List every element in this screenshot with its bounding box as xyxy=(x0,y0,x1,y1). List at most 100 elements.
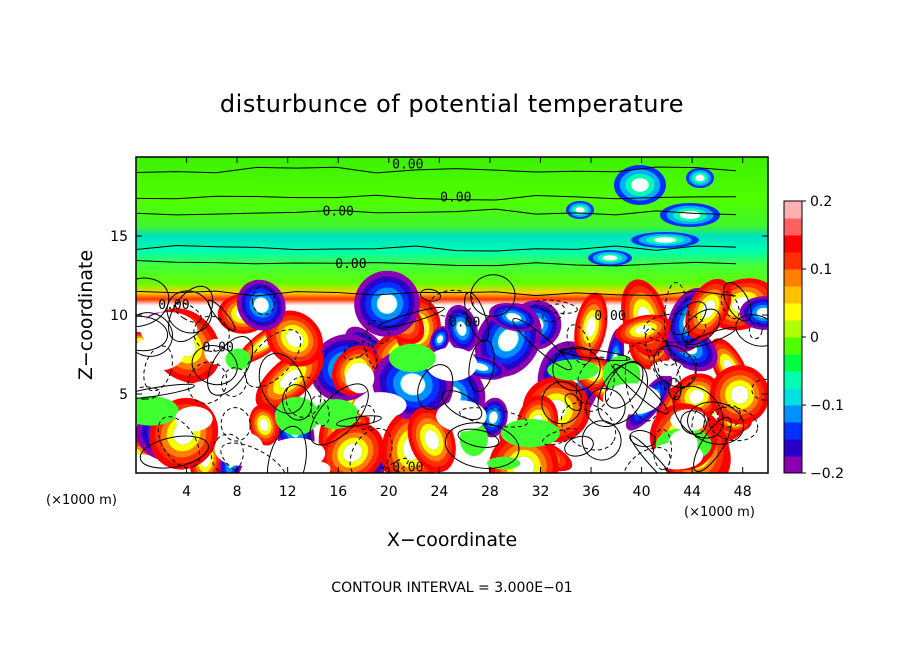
contour-loop xyxy=(285,376,322,418)
upper-plume xyxy=(588,250,632,266)
field-blob xyxy=(321,422,385,473)
contour-loop xyxy=(136,277,170,327)
colorbar-segment xyxy=(784,422,802,440)
contour-loop xyxy=(667,377,682,401)
contour-loop xyxy=(685,327,736,349)
contour-loop xyxy=(652,428,673,471)
colorbar xyxy=(783,200,803,474)
field-blob xyxy=(249,404,280,446)
x-tick-label: 28 xyxy=(481,484,499,500)
upper-plume xyxy=(614,165,666,205)
contour-loop xyxy=(585,387,626,428)
contour-loop xyxy=(157,416,201,469)
contour-loop xyxy=(381,457,409,473)
disturbance-field xyxy=(136,165,768,473)
contour-loop xyxy=(143,345,173,392)
contour-loop xyxy=(653,345,697,388)
x-tick-label: 24 xyxy=(430,484,448,500)
contour-line xyxy=(136,166,737,174)
contour-loop xyxy=(244,329,302,388)
field-patch xyxy=(136,454,158,473)
contour-loop xyxy=(541,381,583,425)
colorbar-tick-label: −0.2 xyxy=(810,466,844,482)
contour-loop xyxy=(355,404,376,430)
colorbar-segment xyxy=(784,269,802,287)
contour-loop xyxy=(644,327,682,398)
contour-loop xyxy=(342,340,370,360)
contour-loop xyxy=(417,364,454,410)
contour-loop xyxy=(377,306,445,329)
colorbar-segment xyxy=(784,286,802,304)
field-patch xyxy=(345,363,375,394)
field-blob xyxy=(615,314,672,345)
x-tick-label: 12 xyxy=(279,484,297,500)
contour-loop xyxy=(136,386,160,400)
colorbar-segment xyxy=(784,439,802,457)
contour-label: 0.00 xyxy=(323,205,354,220)
contour-loop xyxy=(470,274,516,317)
contour-loop xyxy=(349,427,393,473)
y-tick-label: 10 xyxy=(110,308,128,324)
colorbar-segment xyxy=(784,371,802,389)
contour-loop xyxy=(464,291,489,343)
contour-label: 0.00 xyxy=(392,157,423,172)
field-patch xyxy=(389,343,436,373)
contour-line xyxy=(136,208,737,216)
contour-loop xyxy=(221,367,248,397)
field-patch xyxy=(313,399,359,429)
field-patch xyxy=(650,360,684,377)
x-axis-ticks: 4 8 12 16 20 24 28 32 36 40 44 48 xyxy=(182,157,752,500)
contour-line xyxy=(136,194,737,201)
colorbar-tick-label: −0.1 xyxy=(810,398,844,414)
upper-plume xyxy=(660,203,720,227)
contour-loop xyxy=(136,315,169,352)
y-axis-title: Z−coordinate xyxy=(75,250,97,380)
y-axis-ticks: 5 10 15 xyxy=(110,229,768,403)
chart-title: disturbunce of potential temperature xyxy=(220,90,684,118)
field-patch xyxy=(136,337,184,371)
y-tick-label: 5 xyxy=(119,387,128,403)
colorbar-ticks: 0.2 0.1 0 −0.1 −0.2 xyxy=(802,194,844,482)
contour-interval-note: CONTOUR INTERVAL = 3.000E−01 xyxy=(331,580,572,596)
contour-loop xyxy=(670,301,707,336)
field-patch xyxy=(136,396,179,426)
contour-labels: 0.00 0.00 0.00 0.00 0.00 0.00 0.00 0.00 0.00 xyxy=(158,157,625,476)
y-axis-unit: (×1000 m) xyxy=(46,493,117,508)
colorbar-segment xyxy=(784,201,802,219)
x-tick-label: 36 xyxy=(582,484,600,500)
contour-loop xyxy=(691,407,706,438)
contour-loop xyxy=(552,346,601,392)
field-patch xyxy=(353,392,407,419)
field-patch xyxy=(308,461,331,473)
contour-loop xyxy=(680,410,707,435)
contour-loop xyxy=(309,383,369,446)
contour-label: 0.00 xyxy=(392,461,423,476)
contour-label: 0.00 xyxy=(335,257,366,272)
contour-loop xyxy=(560,402,617,451)
contour-loop xyxy=(663,281,690,362)
contour-loop xyxy=(613,363,669,415)
colorbar-segment xyxy=(784,405,802,423)
field-blob xyxy=(478,397,508,438)
x-axis-unit: (×1000 m) xyxy=(684,505,755,520)
field-patch xyxy=(274,396,320,436)
upper-plume xyxy=(686,168,714,188)
colorbar-segment xyxy=(784,235,802,253)
contour-loop xyxy=(310,395,330,427)
colorbar-segment xyxy=(784,354,802,372)
colorbar-segment xyxy=(784,252,802,270)
contour-loop xyxy=(534,299,578,314)
contour-loop xyxy=(564,393,582,411)
contour-loop xyxy=(559,347,631,362)
colorbar-segment xyxy=(784,388,802,406)
colorbar-segment xyxy=(784,218,802,236)
contour-loop xyxy=(512,317,572,371)
contour-label: 0.00 xyxy=(203,341,234,356)
contour-loop xyxy=(251,286,276,316)
x-tick-label: 40 xyxy=(633,484,651,500)
field-patch xyxy=(486,456,521,470)
contour-label: 0.00 xyxy=(594,309,625,324)
contour-loop xyxy=(597,362,649,425)
contour-loop xyxy=(723,282,752,322)
x-tick-label: 4 xyxy=(182,484,191,500)
